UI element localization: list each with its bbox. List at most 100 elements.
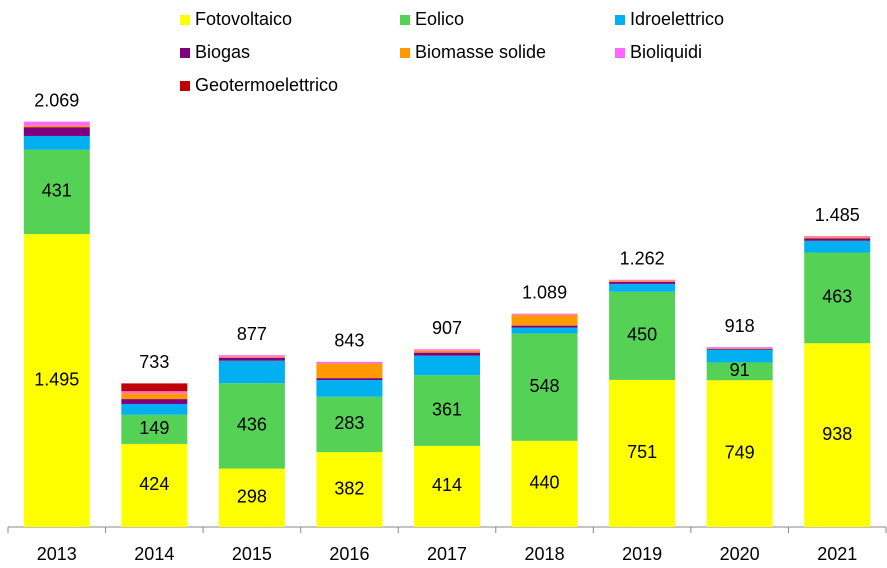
bar-segment: [804, 240, 871, 253]
bar-segment: [609, 379, 676, 527]
data-label: 450: [627, 325, 657, 345]
x-tick-label: 2021: [817, 544, 857, 564]
data-label: 1.495: [34, 369, 79, 389]
bar-segment: [511, 313, 578, 315]
bar-segment: [609, 279, 676, 281]
x-tick-label: 2015: [232, 544, 272, 564]
bar-segment: [609, 283, 676, 292]
bar-segment: [316, 361, 383, 364]
legend-swatch: [615, 48, 625, 58]
x-tick-label: 2013: [37, 544, 77, 564]
data-label: 440: [530, 473, 560, 493]
bar-segment: [511, 314, 578, 326]
bar-segment: [121, 393, 188, 400]
bar-segment: [23, 121, 90, 126]
bar-segment: [414, 349, 480, 351]
legend-label: Geotermoelettrico: [195, 75, 338, 95]
data-label: 424: [139, 474, 169, 494]
total-label: 733: [139, 352, 169, 372]
bar-segment: [218, 357, 285, 361]
bar-segment: [218, 356, 285, 358]
bar-segment: [316, 452, 383, 527]
total-label: 1.485: [815, 205, 860, 225]
total-label: 877: [237, 324, 267, 344]
legend-label: Idroelettrico: [630, 9, 724, 29]
bar-segment: [414, 445, 480, 527]
bar-segment: [511, 325, 578, 328]
legend-label: Eolico: [415, 9, 464, 29]
bar-segment: [804, 236, 871, 238]
data-label: 149: [139, 418, 169, 438]
bar-segment: [316, 380, 383, 397]
data-label: 298: [237, 487, 267, 507]
bar-segment: [316, 363, 383, 379]
bar-segment: [316, 378, 383, 381]
bar-segment: [218, 360, 285, 384]
legend-swatch: [180, 15, 190, 25]
bar-segment: [121, 403, 188, 415]
legend-label: Biomasse solide: [415, 42, 546, 62]
bar-segment: [218, 383, 285, 469]
data-label: 91: [730, 360, 750, 380]
bar-segment: [121, 443, 188, 527]
bar-segment: [121, 383, 188, 392]
legend-swatch: [180, 48, 190, 58]
bar-segment: [804, 238, 871, 241]
bar-segment: [706, 348, 773, 350]
bar-segment: [511, 333, 578, 441]
total-label: 843: [334, 331, 364, 351]
bar-segment: [414, 355, 480, 376]
total-label: 2.069: [34, 90, 79, 110]
data-label: 436: [237, 415, 267, 435]
bar-segment: [804, 252, 871, 344]
bar-segment: [609, 281, 676, 284]
data-label: 382: [334, 478, 364, 498]
total-label: 907: [432, 318, 462, 338]
data-label: 414: [432, 475, 462, 495]
bar-segment: [706, 349, 773, 363]
bar-segment: [121, 399, 188, 404]
legend-swatch: [615, 15, 625, 25]
bar-segment: [218, 355, 285, 357]
x-tick-label: 2018: [525, 544, 565, 564]
legend-swatch: [400, 48, 410, 58]
data-label: 938: [822, 424, 852, 444]
legend-swatch: [180, 81, 190, 91]
bar-segment: [23, 135, 90, 150]
legend-swatch: [400, 15, 410, 25]
data-label: 283: [334, 413, 364, 433]
legend-label: Biogas: [195, 42, 250, 62]
data-label: 361: [432, 399, 462, 419]
x-tick-label: 2016: [329, 544, 369, 564]
x-tick-label: 2014: [134, 544, 174, 564]
bar-segment: [609, 280, 676, 282]
total-label: 1.089: [522, 282, 567, 302]
bar-segment: [804, 343, 871, 527]
total-label: 918: [725, 316, 755, 336]
data-label: 749: [725, 442, 755, 462]
bar-segment: [511, 327, 578, 334]
bar-segment: [414, 350, 480, 353]
bar-segment: [706, 348, 773, 349]
bar-segment: [218, 468, 285, 527]
bar-segment: [706, 362, 773, 381]
x-tick-label: 2019: [622, 544, 662, 564]
total-label: 1.262: [620, 249, 665, 269]
bar-segment: [316, 396, 383, 453]
x-tick-label: 2017: [427, 544, 467, 564]
bar-segment: [23, 127, 90, 136]
x-tick-label: 2020: [720, 544, 760, 564]
bar-segment: [706, 347, 773, 349]
bar-segment: [121, 414, 188, 444]
data-label: 548: [530, 376, 560, 396]
legend-label: Bioliquidi: [630, 42, 702, 62]
bar-segment: [23, 149, 90, 235]
legend-label: Fotovoltaico: [195, 9, 292, 29]
bar-segment: [414, 375, 480, 446]
bar-segment: [23, 125, 90, 128]
bar-segment: [414, 352, 480, 356]
bar-segment: [23, 234, 90, 527]
bar-segment: [609, 291, 676, 380]
